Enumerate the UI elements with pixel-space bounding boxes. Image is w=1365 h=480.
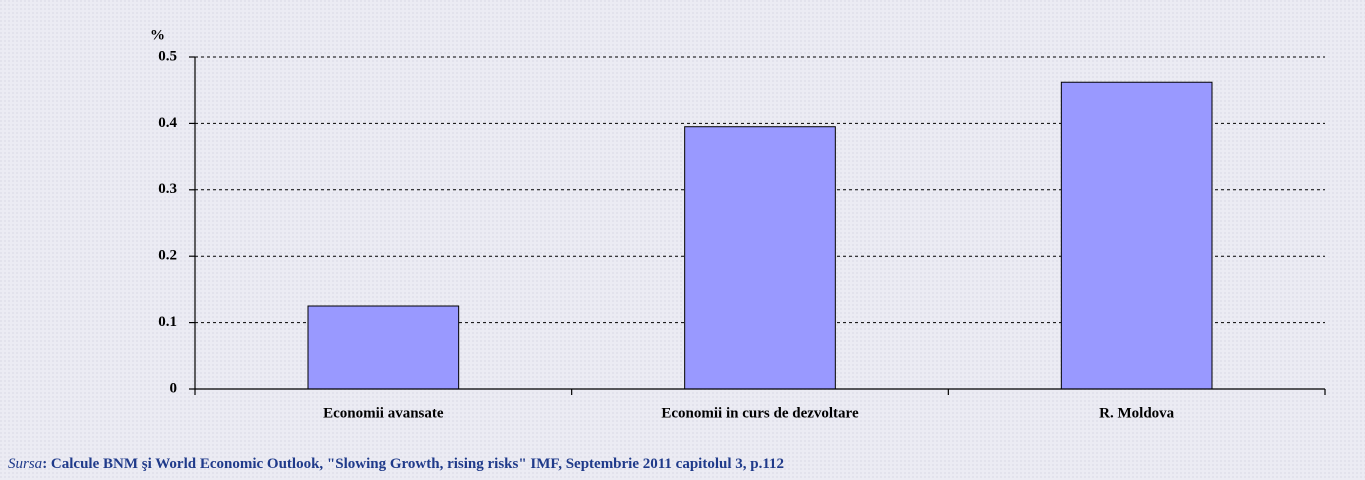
source-text: : Calcule BNM şi World Economic Outlook,… (42, 456, 784, 472)
y-tick-label: 0 (170, 380, 178, 396)
x-tick-label: Economii avansate (323, 405, 444, 421)
source: Sursa: Calcule BNM şi World Economic Out… (8, 456, 784, 472)
bar (307, 305, 460, 390)
y-tick-label: 0.3 (158, 181, 177, 197)
y-tick-label: 0.1 (158, 314, 177, 330)
source-label: Sursa (8, 456, 42, 472)
bar (684, 126, 836, 390)
x-tick-label: R. Moldova (1099, 405, 1175, 421)
y-axis-label: % (150, 27, 165, 43)
x-tick-label: Economii in curs de dezvoltare (661, 405, 859, 421)
y-tick-label: 0.5 (158, 48, 177, 64)
bar (1060, 81, 1213, 390)
y-tick-label: 0.2 (158, 248, 177, 264)
y-tick-label: 0.4 (158, 115, 177, 131)
